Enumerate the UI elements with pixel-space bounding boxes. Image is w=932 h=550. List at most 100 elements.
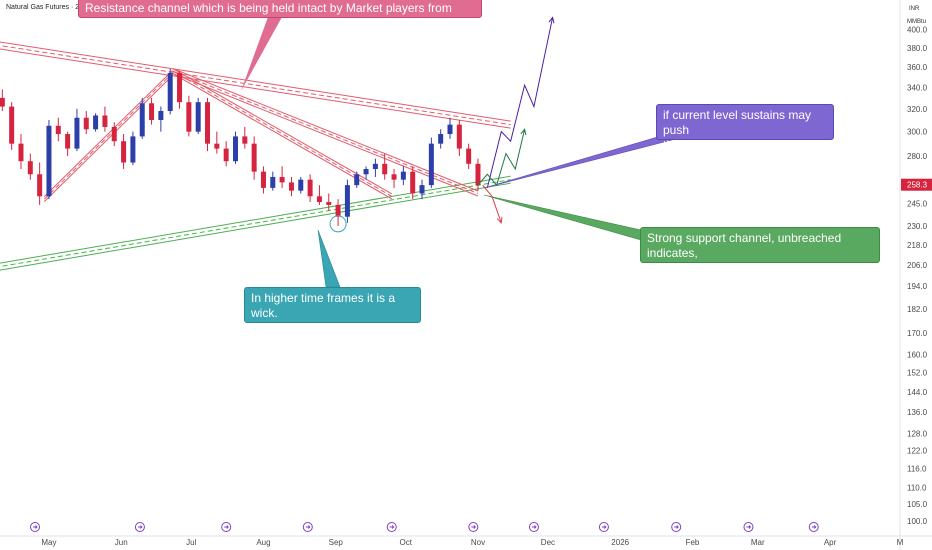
symbol-title: Natural Gas Futures · 2D · MCX [6,4,106,11]
y-tick-label: 152.0 [907,369,928,378]
candle-up [167,72,173,111]
x-tick-label: Nov [471,538,485,547]
y-tick-label: 194.0 [907,282,928,291]
bullish-projection [486,17,554,189]
candle-up [139,103,145,137]
resistance-line-upper [0,41,511,122]
candle-up [438,134,444,144]
candle-up [130,136,136,163]
event-arrow-icon [674,525,679,529]
event-arrow-icon [224,525,229,529]
candle-up [447,124,453,135]
bearish-projection [482,184,502,223]
candles [0,68,481,233]
candle-down [307,179,313,197]
candle-down [214,143,220,149]
y-tick-label: 105.0 [907,500,928,509]
candle-down [205,102,211,144]
wick-callout-pointer [317,229,341,288]
y-tick-label: 360.0 [907,63,928,72]
uptrend-line-upper [43,70,173,198]
candle-down [37,174,43,197]
candle-down [27,161,33,175]
resistance-callout: Resistance channel which is being held i… [78,0,482,30]
y-tick-label: 182.0 [907,305,928,314]
support-callout-line1: Strong support channel, unbreached indic… [647,231,842,260]
candle-down [186,102,192,132]
y-tick-label: 280.0 [907,152,928,161]
candle-up [158,110,164,121]
price-axis[interactable]: 400.0380.0360.0340.0320.0300.0280.0260.0… [901,26,932,527]
candle-down [475,163,481,186]
fan-line-2-lower [172,73,479,197]
y-tick-label: 206.0 [907,261,928,270]
y-tick-label: 218.0 [907,241,928,250]
candle-down [456,124,462,149]
uptrend-line-mid [43,72,173,200]
wick-highlight [329,215,347,233]
candle-down [251,143,257,172]
fan-line-2-upper [172,68,479,192]
candle-down [242,136,248,144]
candle-up [428,143,434,186]
x-tick-label: Feb [686,538,700,547]
candle-up [298,179,304,191]
candle-up [232,136,238,162]
y-tick-label: 160.0 [907,351,928,360]
candle-down [223,148,229,162]
y-tick-label: 300.0 [907,128,928,137]
event-arrow-icon [389,525,395,529]
candle-up [46,125,52,197]
y-tick-label: 100.0 [907,517,928,526]
x-tick-label: May [41,538,56,547]
candle-down [260,171,266,188]
support-line-lower [0,182,511,271]
candle-up [419,185,425,194]
wick-callout-line2: similar to fake breakdown. [251,321,394,335]
x-tick-label: Dec [541,538,555,547]
y-tick-label: 110.0 [907,483,927,492]
candle-down [410,171,416,194]
event-arrow-icon [305,525,311,529]
candle-down [279,176,285,183]
candle-down [55,125,61,135]
event-markers [30,522,819,532]
bearish-arrow-icon [496,216,503,224]
time-axis[interactable]: May Jun Jul Aug Sep Oct Nov Dec 2026 Feb Mar Apr M [41,538,903,547]
callout-connectors [241,17,674,288]
candle-down [102,115,108,127]
candle-down [121,141,127,163]
x-tick-label: M [897,538,904,547]
candle-up [354,174,360,186]
candle-down [65,134,71,149]
candle-down [18,143,24,162]
y-tick-label: 136.0 [907,408,928,417]
event-arrow-icon [471,525,476,529]
candle-down [9,106,15,144]
uptrend-line-lower [43,75,173,203]
candle-up [195,102,201,132]
fan-line-2-mid [172,70,479,194]
projections [477,16,555,224]
candle-down [111,126,117,142]
event-arrow-icon [137,525,143,529]
unit-label: MMBtu [907,19,927,25]
candle-down [466,148,472,164]
y-tick-label: 170.0 [907,329,928,338]
candle-down [326,202,332,205]
candle-down [0,97,5,107]
wick-callout-line1: In higher time frames it is a wick. [251,291,396,320]
resistance-callout-pointer [241,17,282,91]
candle-down [335,204,341,217]
x-tick-label: Apr [824,538,837,547]
support-callout: Strong support channel, unbreached indic… [640,227,880,275]
candle-down [83,117,89,130]
support-callout-pointer [483,194,642,241]
wick-callout: In higher time frames it is a wick. simi… [244,287,421,335]
x-tick-label: 2026 [611,538,629,547]
event-arrow-icon [811,525,817,529]
event-arrow-icon [601,525,607,529]
event-arrow-icon [33,525,38,529]
